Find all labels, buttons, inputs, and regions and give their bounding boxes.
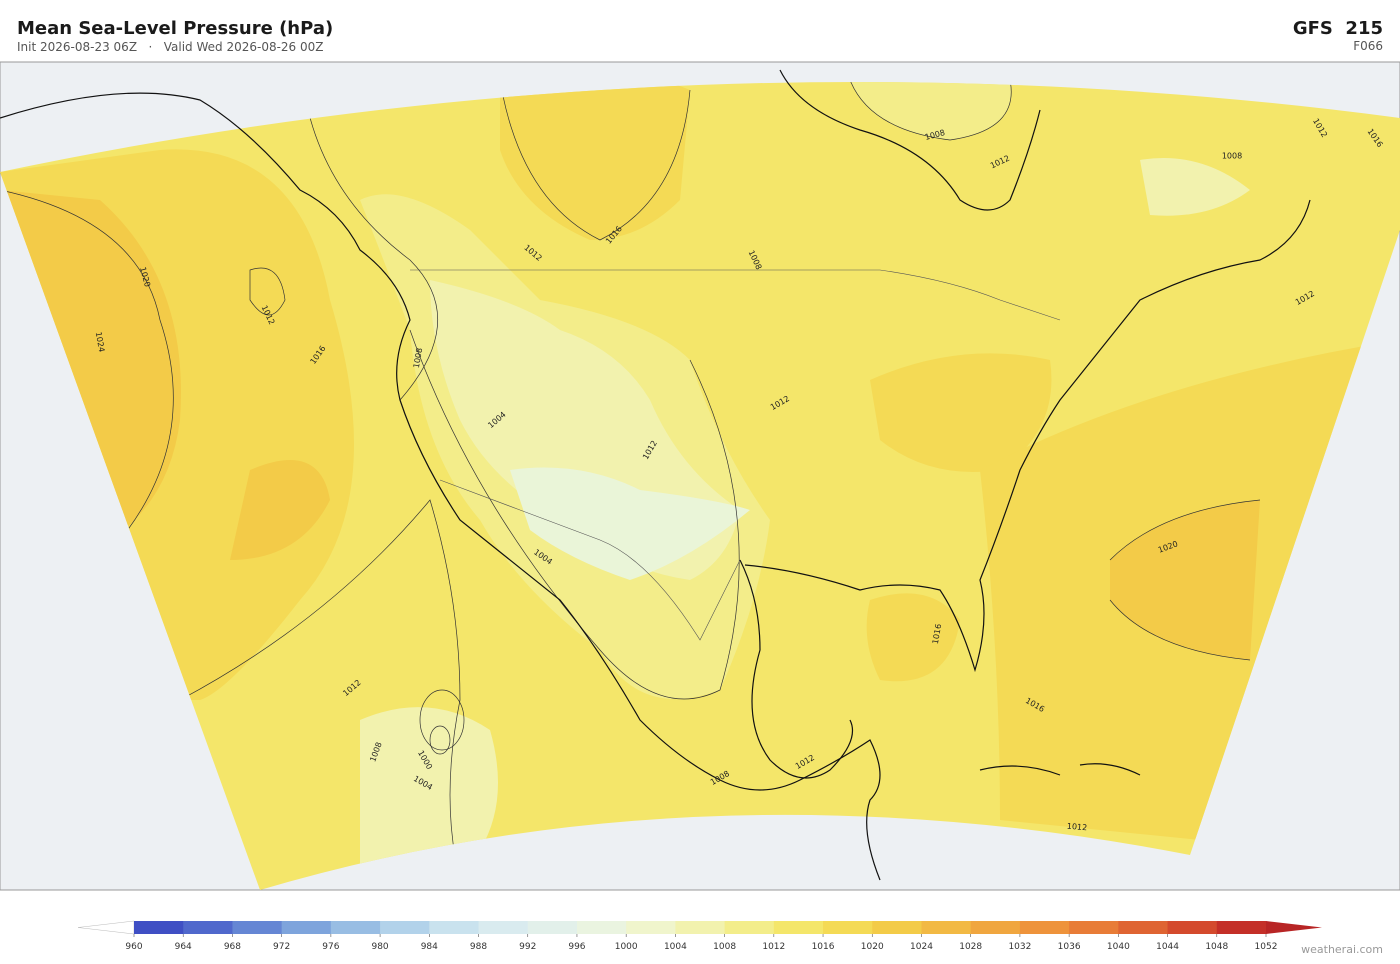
colorbar-segment [1167,921,1218,934]
colorbar-segment [330,921,381,934]
colorbar-tick-label: 984 [421,942,438,952]
colorbar-segment [281,921,332,934]
borders [410,269,1061,641]
colorbar-segment [527,921,578,934]
contour-label: 1016 [931,623,943,645]
colorbar-segment [626,921,676,934]
colorbar-tick-label: 972 [273,942,290,952]
colorbar-tick-label: 996 [568,942,585,952]
model: GFS 215 [1293,18,1383,39]
colorbar-segment [823,921,873,934]
colorbar-tick-label: 1020 [861,942,884,952]
colorbar-tick-label: 1028 [959,942,982,952]
colorbar-tick-label: 1008 [713,942,736,952]
colorbar-segment [478,921,529,934]
colorbar-tick-label: 1016 [812,942,835,952]
colorbar-tick-label: 988 [470,942,487,952]
colorbar-segment [921,921,972,934]
forecast-hour: F066 [1353,39,1383,53]
subtitle: Init 2026-08-23 06Z · Valid Wed 2026-08-… [17,40,324,54]
colorbar-under [77,920,135,935]
colorbar-tick-label: 1052 [1255,942,1278,952]
credit: weatherai.com [1301,943,1383,956]
colorbar-over [1266,921,1322,934]
colorbar-segment [183,921,233,934]
contour-label: 1008 [412,347,424,369]
colorbar-segment [134,921,184,934]
colorbar-segment [1069,921,1119,934]
colorbar-tick-label: 1004 [664,942,687,952]
colorbar-tick-label: 1044 [1156,942,1179,952]
colorbar: 960 964 968 972 976 980 984 988 992 996 1000 1004 10… [77,920,1322,952]
contour-label: 1008 [1222,152,1242,161]
colorbar-segment [1118,921,1169,934]
colorbar-segment [232,921,283,934]
colorbar-segment [380,921,430,934]
colorbar-tick-label: 1000 [615,942,638,952]
colorbar-segment [576,921,627,934]
colorbar-tick-label: 960 [125,942,142,952]
colorbar-segment [1019,921,1070,934]
colorbar-tick-label: 1012 [762,942,785,952]
colorbar-segment [872,921,922,934]
colorbar-segment [724,921,775,934]
colorbar-tick-label: 1024 [910,942,933,952]
colorbar-segment [429,921,480,934]
colorbar-segment [1216,921,1267,934]
title: Mean Sea-Level Pressure (hPa) [17,18,333,39]
colorbar-tick-label: 1048 [1205,942,1228,952]
colorbar-segment [675,921,726,934]
contour-label: 1012 [1066,822,1087,833]
colorbar-tick-label: 1040 [1107,942,1130,952]
colorbar-tick-label: 992 [519,942,536,952]
colorbar-segment [970,921,1021,934]
pressure-field [0,81,1400,881]
coastlines [0,69,1311,881]
colorbar-segment [773,921,824,934]
contour-label: 1024 [94,331,106,353]
colorbar-tick-label: 968 [224,942,241,952]
colorbar-tick-label: 1036 [1058,942,1081,952]
colorbar-tick-label: 980 [371,942,388,952]
colorbar-tick-label: 1032 [1008,942,1031,952]
colorbar-tick-label: 976 [322,942,339,952]
colorbar-tick-label: 964 [175,942,192,952]
